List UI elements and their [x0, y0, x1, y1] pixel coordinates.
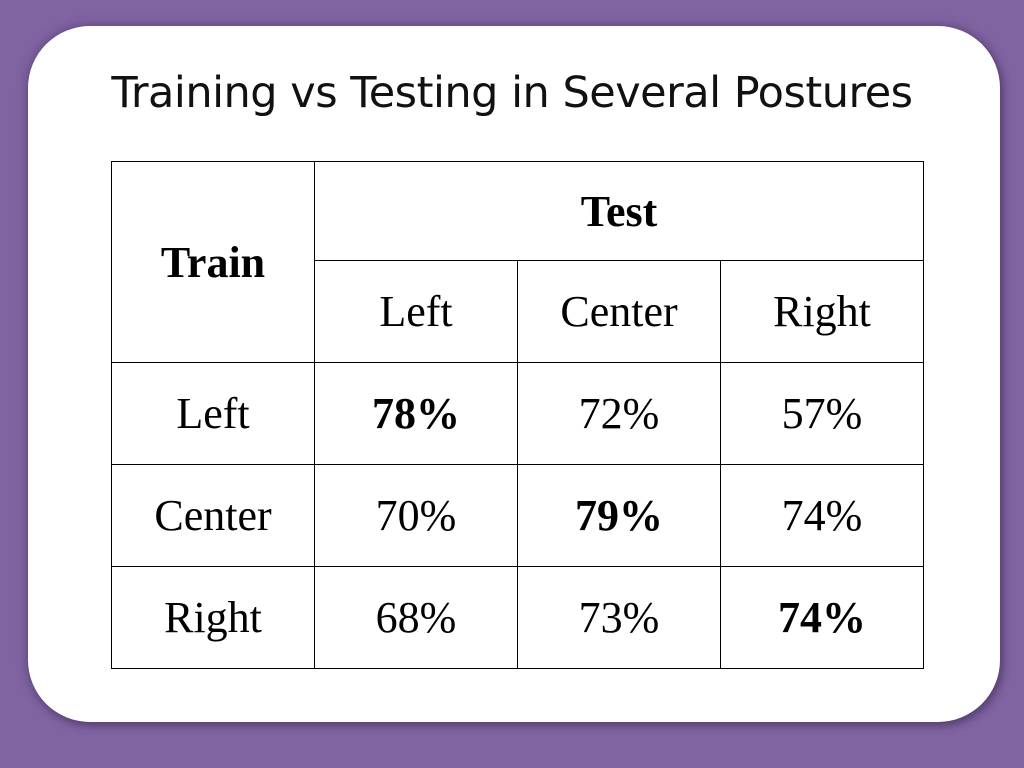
- table-cell: 73%: [517, 566, 721, 669]
- column-header-center: Center: [517, 260, 721, 363]
- column-header-right: Right: [720, 260, 924, 363]
- test-header: Test: [314, 161, 924, 261]
- row-header-center: Center: [111, 464, 315, 567]
- train-header: Train: [111, 161, 315, 363]
- results-table: Train Test Left Center Right Left 78% 72…: [111, 161, 924, 669]
- table-cell: 79%: [517, 464, 721, 567]
- table-cell: 78%: [314, 362, 518, 465]
- table-row: Center 70% 79% 74%: [111, 464, 924, 567]
- row-header-left: Left: [111, 362, 315, 465]
- table-header-row: Train Test: [111, 161, 924, 363]
- table-cell: 68%: [314, 566, 518, 669]
- table-cell: 74%: [720, 566, 924, 669]
- table-row: Left 78% 72% 57%: [111, 362, 924, 465]
- table-row: Right 68% 73% 74%: [111, 566, 924, 669]
- column-header-left: Left: [314, 260, 518, 363]
- table-cell: 72%: [517, 362, 721, 465]
- table-cell: 74%: [720, 464, 924, 567]
- row-header-right: Right: [111, 566, 315, 669]
- slide-title: Training vs Testing in Several Postures: [111, 68, 913, 118]
- table-column-header-row: Left Center Right: [112, 260, 924, 363]
- table-cell: 70%: [314, 464, 518, 567]
- table-cell: 57%: [720, 362, 924, 465]
